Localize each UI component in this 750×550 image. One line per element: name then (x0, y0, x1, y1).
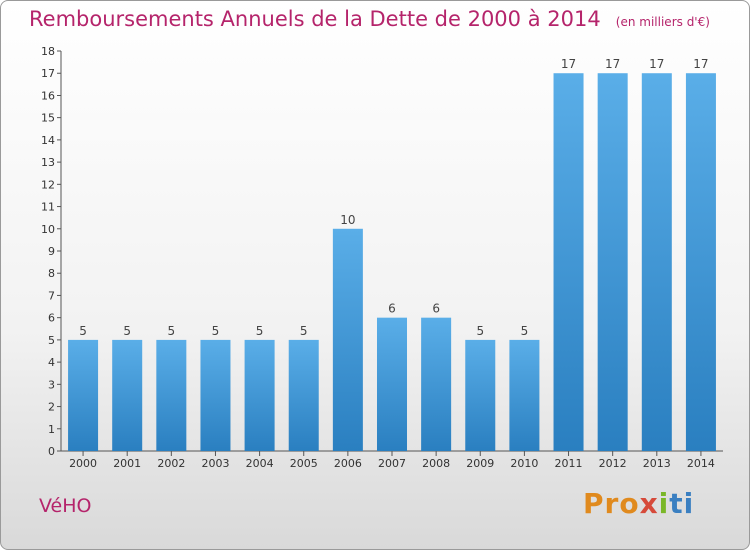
y-tick-label: 11 (41, 201, 55, 214)
logo-part-2: x (639, 487, 659, 520)
bar[interactable] (685, 73, 716, 451)
logo-part-1: Pro (583, 487, 640, 520)
y-tick-label: 4 (48, 356, 55, 369)
bar[interactable] (509, 339, 540, 451)
bar[interactable] (465, 339, 496, 451)
x-tick-label: 2008 (422, 457, 450, 470)
logo-part-3: i (658, 487, 670, 520)
y-tick-label: 15 (41, 112, 55, 125)
x-tick-label: 2009 (466, 457, 494, 470)
y-tick-label: 10 (41, 223, 55, 236)
bar-value-label: 5 (168, 324, 176, 338)
y-tick-label: 5 (48, 334, 55, 347)
bar-value-label: 17 (561, 57, 576, 71)
x-tick-label: 2005 (290, 457, 318, 470)
bar[interactable] (553, 73, 584, 451)
bar-value-label: 5 (476, 324, 484, 338)
bar-value-label: 5 (300, 324, 308, 338)
bar[interactable] (112, 339, 143, 451)
x-tick-label: 2000 (69, 457, 97, 470)
bar-value-label: 5 (212, 324, 220, 338)
bar-value-label: 10 (340, 213, 355, 227)
bar[interactable] (244, 339, 275, 451)
x-tick-label: 2014 (687, 457, 715, 470)
bar-value-label: 17 (605, 57, 620, 71)
bar[interactable] (376, 317, 408, 451)
y-tick-label: 17 (41, 67, 55, 80)
x-tick-label: 2012 (599, 457, 627, 470)
bar-value-label: 6 (432, 302, 440, 316)
chart-labels: 2000 5 2001 5 2002 5 2003 5 2004 5 2005 5 2006 10 2007… (69, 57, 715, 470)
x-tick-label: 2004 (246, 457, 274, 470)
title-row: Remboursements Annuels de la Dette de 20… (29, 7, 710, 31)
bar-value-label: 5 (521, 324, 529, 338)
x-tick-label: 2007 (378, 457, 406, 470)
y-tick-label: 12 (41, 178, 55, 191)
chart-bars (68, 73, 716, 451)
x-tick-label: 2011 (555, 457, 583, 470)
y-tick-label: 16 (41, 89, 55, 102)
y-tick-label: 1 (48, 423, 55, 436)
chart-subtitle: (en milliers d'€) (615, 15, 710, 29)
bar[interactable] (332, 228, 363, 451)
bar[interactable] (597, 73, 628, 451)
x-tick-label: 2003 (201, 457, 229, 470)
bar-value-label: 5 (79, 324, 87, 338)
bar-value-label: 17 (693, 57, 708, 71)
x-tick-label: 2010 (510, 457, 538, 470)
bar-value-label: 5 (123, 324, 131, 338)
bar[interactable] (68, 339, 99, 451)
bar-value-label: 17 (649, 57, 664, 71)
y-tick-label: 7 (48, 289, 55, 302)
y-tick-label: 0 (48, 445, 55, 458)
y-tick-label: 3 (48, 378, 55, 391)
y-tick-label: 6 (48, 312, 55, 325)
x-tick-label: 2006 (334, 457, 362, 470)
x-tick-label: 2002 (157, 457, 185, 470)
x-tick-label: 2013 (643, 457, 671, 470)
commune-name: VéHO (39, 495, 92, 517)
bar-value-label: 6 (388, 302, 396, 316)
bar-value-label: 5 (256, 324, 264, 338)
bar[interactable] (200, 339, 231, 451)
proxiti-logo[interactable]: Proxiti (583, 487, 694, 520)
y-tick-label: 13 (41, 156, 55, 169)
y-tick-label: 2 (48, 401, 55, 414)
bar[interactable] (421, 317, 452, 451)
y-tick-label: 18 (41, 45, 55, 58)
chart-title: Remboursements Annuels de la Dette de 20… (29, 7, 601, 31)
bar[interactable] (288, 339, 319, 451)
logo-part-4: ti (669, 487, 695, 520)
y-tick-label: 14 (41, 134, 55, 147)
y-tick-label: 9 (48, 245, 55, 258)
y-tick-label: 8 (48, 267, 55, 280)
bar[interactable] (641, 73, 672, 451)
bar[interactable] (156, 339, 187, 451)
x-tick-label: 2001 (113, 457, 141, 470)
